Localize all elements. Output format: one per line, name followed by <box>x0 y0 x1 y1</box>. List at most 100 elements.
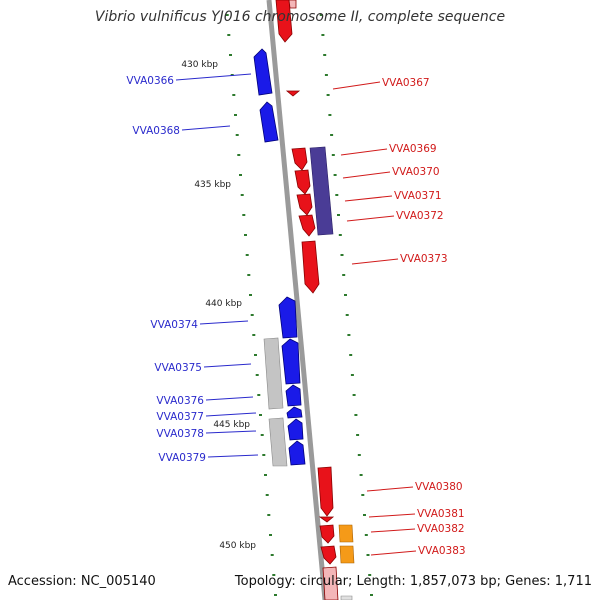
gene-label-vva0378[interactable]: VVA0378 <box>156 428 204 440</box>
gene-vva0378[interactable] <box>287 418 304 441</box>
tick-mark <box>235 134 239 136</box>
tick-mark <box>319 14 323 16</box>
tick-mark <box>242 214 246 216</box>
gene-label-vva0376[interactable]: VVA0376 <box>156 395 204 407</box>
gene-top-forward[interactable] <box>275 0 293 43</box>
tick-mark <box>321 34 325 36</box>
leader-line <box>203 363 252 368</box>
tick-mark <box>274 594 277 596</box>
chromosome-backbone <box>266 0 328 600</box>
tick-mark <box>335 194 339 196</box>
tick-mark <box>330 134 334 136</box>
leader-line <box>340 148 388 156</box>
leader-line <box>205 396 254 401</box>
leader-line <box>175 73 252 81</box>
gene-label-vva0383[interactable]: VVA0383 <box>418 545 466 557</box>
tick-mark <box>244 234 247 236</box>
leader-line <box>342 171 391 179</box>
tick-mark <box>249 294 252 296</box>
leader-line <box>368 513 416 518</box>
right-gene-labels: VVA0367 VVA0369 VVA0370 VVA0371 VVA0372 … <box>382 77 466 557</box>
gene-vva0373[interactable] <box>301 240 320 294</box>
gene-label-vva0374[interactable]: VVA0374 <box>150 319 198 331</box>
gene-label-vva0367[interactable]: VVA0367 <box>382 77 430 89</box>
gene-top-forward-light[interactable] <box>288 0 297 9</box>
accession-text: Accession: NC_005140 <box>8 574 156 589</box>
tick-mark <box>250 314 254 316</box>
tick-mark <box>227 34 231 36</box>
tick-mark <box>270 554 274 556</box>
tick-mark <box>323 54 327 56</box>
gene-vva0371[interactable] <box>296 193 313 216</box>
feature-block-orange[interactable] <box>338 524 354 543</box>
gene-vva0366[interactable] <box>253 48 273 96</box>
feature-block-orange[interactable] <box>339 545 355 564</box>
tick-mark <box>237 154 241 156</box>
gene-label-vva0377[interactable]: VVA0377 <box>156 411 204 423</box>
gene-vva0372[interactable] <box>298 214 316 237</box>
tick-mark <box>247 274 251 276</box>
leader-line <box>205 430 257 434</box>
left-gene-labels: VVA0366 VVA0368 VVA0374 VVA0375 VVA0376 … <box>126 75 206 464</box>
tick-mark <box>364 534 368 536</box>
leader-line <box>332 81 381 90</box>
feature-block-gray[interactable] <box>263 337 284 410</box>
gene-vva0382[interactable] <box>319 524 335 544</box>
map-title: Vibrio vulnificus YJ016 chromosome II, c… <box>94 9 506 25</box>
gene-label-vva0379[interactable]: VVA0379 <box>158 452 206 464</box>
gene-bottom-forward-light[interactable] <box>322 566 339 600</box>
gene-label-vva0373[interactable]: VVA0373 <box>400 253 448 265</box>
tick-mark <box>252 334 256 336</box>
right-label-lines <box>332 81 417 556</box>
gene-vva0383[interactable] <box>320 545 337 565</box>
tick-mark <box>230 74 234 76</box>
tick-mark <box>225 14 229 16</box>
gene-vva0369[interactable] <box>291 147 308 171</box>
gene-vva0375[interactable] <box>281 338 301 385</box>
gene-vva0377[interactable] <box>286 406 303 419</box>
tick-mark <box>363 514 366 516</box>
tick-mark <box>264 474 267 476</box>
feature-block-gray[interactable] <box>268 417 288 467</box>
gene-label-vva0381[interactable]: VVA0381 <box>417 508 465 520</box>
tick-mark <box>357 454 361 456</box>
gene-label-vva0366[interactable]: VVA0366 <box>126 75 174 87</box>
feature-block-purple[interactable] <box>309 146 334 236</box>
tick-mark <box>328 114 332 116</box>
tick-mark <box>267 514 271 516</box>
gene-label-vva0370[interactable]: VVA0370 <box>392 166 440 178</box>
gene-label-vva0369[interactable]: VVA0369 <box>389 143 437 155</box>
gene-vva0374[interactable] <box>278 296 298 339</box>
gene-label-vva0375[interactable]: VVA0375 <box>154 362 202 374</box>
gene-vva0379[interactable] <box>288 440 306 466</box>
tick-mark <box>229 54 232 56</box>
gene-label-vva0371[interactable]: VVA0371 <box>394 190 442 202</box>
tick-mark <box>269 534 272 536</box>
tick-mark <box>324 74 328 76</box>
tick-mark <box>352 394 356 396</box>
gene-label-vva0380[interactable]: VVA0380 <box>415 481 463 493</box>
kbp-scale-labels: 430 kbp 435 kbp 440 kbp 445 kbp 450 kbp <box>181 60 256 551</box>
gene-label-vva0372[interactable]: VVA0372 <box>396 210 444 222</box>
gene-vva0368[interactable] <box>259 101 279 143</box>
tick-mark <box>259 414 262 416</box>
tick-mark <box>257 394 261 396</box>
gene-vva0367[interactable] <box>285 90 301 97</box>
tick-mark <box>239 174 242 176</box>
gene-label-vva0382[interactable]: VVA0382 <box>417 523 465 535</box>
reverse-strand-genes <box>253 48 306 466</box>
tick-mark <box>262 454 266 456</box>
gene-vva0370[interactable] <box>294 169 311 195</box>
gene-vva0381[interactable] <box>318 516 335 523</box>
tick-mark <box>347 334 351 336</box>
gene-vva0380[interactable] <box>317 466 334 517</box>
kbp-label: 445 kbp <box>213 420 250 430</box>
tick-mark <box>255 374 259 376</box>
gene-label-vva0368[interactable]: VVA0368 <box>132 125 180 137</box>
feature-block-gray[interactable] <box>340 595 353 600</box>
tick-mark <box>361 494 365 496</box>
kbp-label: 435 kbp <box>194 180 231 190</box>
gene-vva0376[interactable] <box>285 384 302 407</box>
orange-features <box>338 524 355 564</box>
tick-mark <box>337 214 340 216</box>
